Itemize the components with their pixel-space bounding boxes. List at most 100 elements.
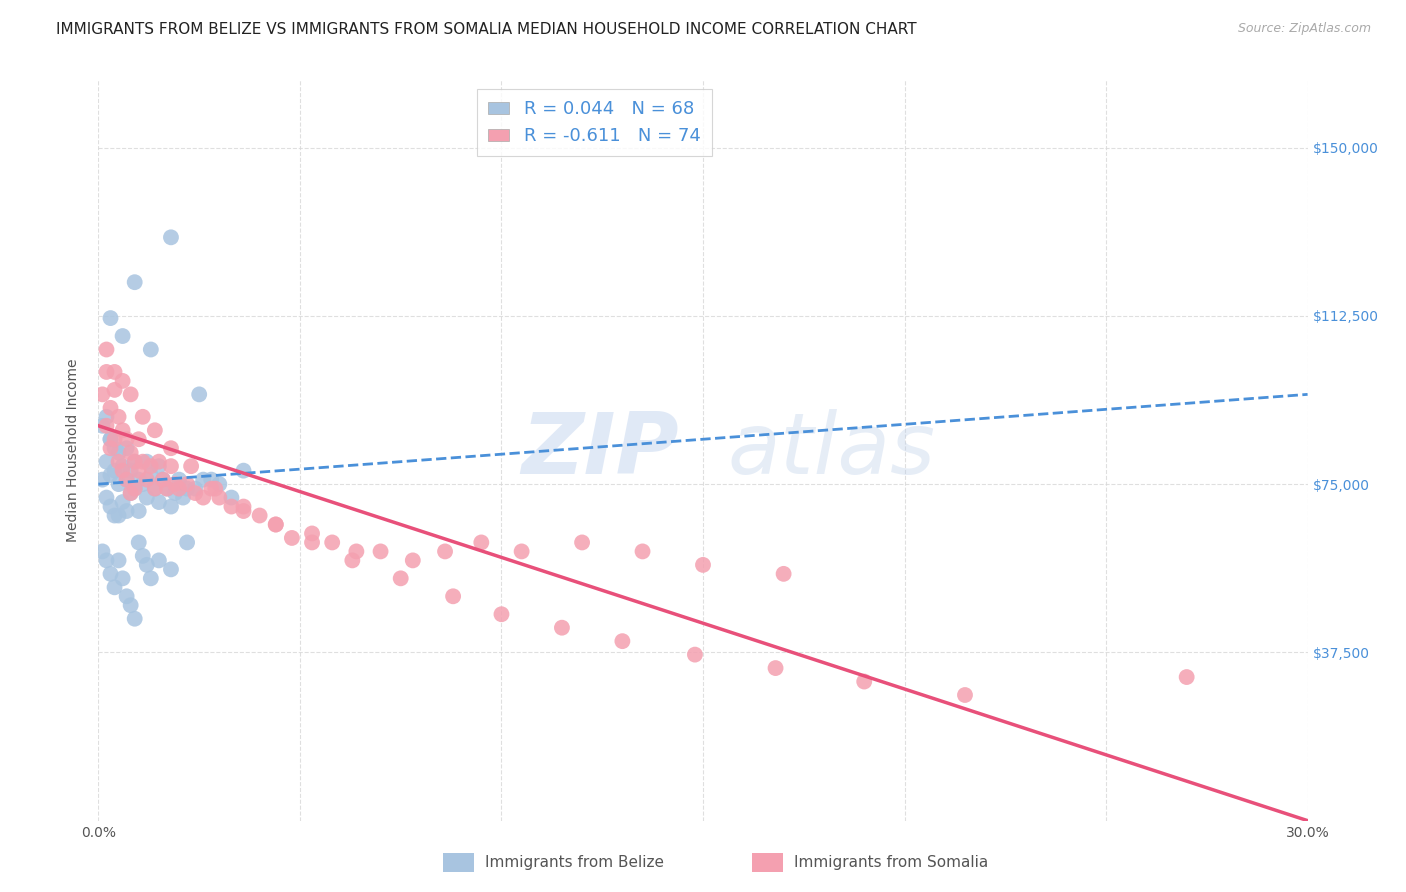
Point [96, 553, 118, 567]
Y-axis label: Median Household Income: Median Household Income [66, 359, 80, 542]
Point [221, 491, 243, 505]
Point [143, 482, 166, 496]
Point [128, 504, 150, 518]
Point [120, 387, 142, 401]
Point [100, 500, 122, 514]
Point [107, 477, 129, 491]
Point [176, 535, 198, 549]
Point [103, 383, 125, 397]
Point [156, 482, 179, 496]
Point [128, 535, 150, 549]
Point [111, 571, 134, 585]
Point [193, 491, 215, 505]
Point [100, 566, 122, 581]
Point [167, 473, 190, 487]
Point [148, 553, 170, 567]
Point [135, 455, 157, 469]
Point [103, 432, 125, 446]
Text: Immigrants from Somalia: Immigrants from Somalia [794, 855, 988, 870]
Point [953, 688, 976, 702]
Point [111, 459, 134, 474]
Point [124, 275, 146, 289]
Point [120, 486, 142, 500]
Point [163, 477, 186, 491]
Point [115, 473, 138, 487]
Point [163, 486, 186, 500]
Point [232, 504, 254, 518]
Point [221, 500, 243, 514]
Point [100, 468, 122, 483]
Point [111, 374, 134, 388]
Point [167, 482, 190, 496]
Point [160, 562, 183, 576]
Point [103, 365, 125, 379]
Point [115, 504, 138, 518]
Point [249, 508, 271, 523]
Point [139, 343, 162, 357]
Point [96, 343, 118, 357]
Point [139, 459, 162, 474]
Text: Source: ZipAtlas.com: Source: ZipAtlas.com [1237, 22, 1371, 36]
Point [232, 500, 254, 514]
Point [135, 558, 157, 572]
Point [853, 674, 876, 689]
Point [389, 571, 412, 585]
Point [91, 473, 114, 487]
Point [96, 365, 118, 379]
Point [128, 473, 150, 487]
Point [160, 500, 183, 514]
Point [208, 491, 231, 505]
Point [111, 464, 134, 478]
Point [115, 589, 138, 603]
Point [100, 401, 122, 415]
Point [160, 459, 183, 474]
Point [765, 661, 787, 675]
Point [208, 477, 231, 491]
Point [124, 482, 146, 496]
Point [107, 553, 129, 567]
Point [96, 491, 118, 505]
Point [139, 468, 162, 483]
Point [184, 482, 207, 496]
Point [188, 387, 211, 401]
Point [200, 482, 222, 496]
Point [160, 441, 183, 455]
Text: ZIP: ZIP [522, 409, 679, 492]
Point [180, 459, 202, 474]
Text: Immigrants from Belize: Immigrants from Belize [485, 855, 664, 870]
Point [176, 477, 198, 491]
Point [100, 311, 122, 326]
Point [571, 535, 593, 549]
Text: IMMIGRANTS FROM BELIZE VS IMMIGRANTS FROM SOMALIA MEDIAN HOUSEHOLD INCOME CORREL: IMMIGRANTS FROM BELIZE VS IMMIGRANTS FRO… [56, 22, 917, 37]
Point [91, 544, 114, 558]
Point [120, 446, 142, 460]
Point [135, 473, 157, 487]
Point [132, 409, 155, 424]
Point [91, 418, 114, 433]
Point [172, 491, 194, 505]
Point [111, 495, 134, 509]
Point [434, 544, 457, 558]
Point [612, 634, 634, 648]
Point [402, 553, 425, 567]
Point [772, 566, 794, 581]
Point [232, 464, 254, 478]
Point [139, 571, 162, 585]
Point [132, 549, 155, 563]
Point [103, 508, 125, 523]
Point [143, 423, 166, 437]
Point [128, 464, 150, 478]
Point [103, 441, 125, 455]
Point [301, 526, 323, 541]
Legend: R = 0.044   N = 68, R = -0.611   N = 74: R = 0.044 N = 68, R = -0.611 N = 74 [477, 89, 711, 156]
Point [441, 589, 464, 603]
Point [683, 648, 706, 662]
Point [115, 441, 138, 455]
Point [135, 491, 157, 505]
Point [491, 607, 513, 622]
Point [100, 432, 122, 446]
Point [115, 473, 138, 487]
Point [1175, 670, 1198, 684]
Point [107, 409, 129, 424]
Point [128, 432, 150, 446]
